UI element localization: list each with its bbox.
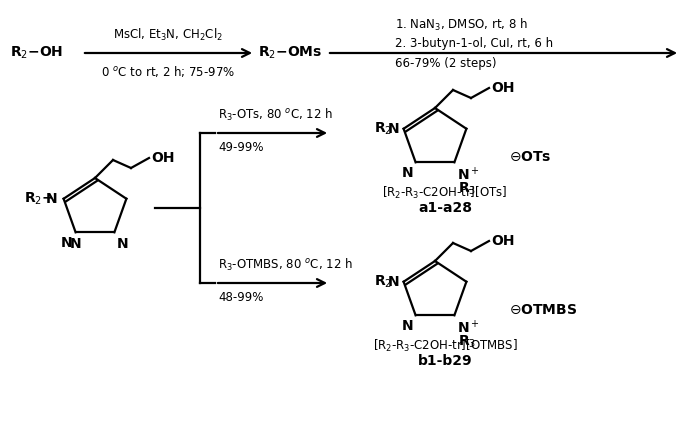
Text: R$_2$: R$_2$ — [373, 274, 392, 290]
Text: 2. 3-butyn-1-ol, CuI, rt, 6 h: 2. 3-butyn-1-ol, CuI, rt, 6 h — [395, 36, 553, 49]
Text: 0 $^o$C to rt, 2 h; 75-97%: 0 $^o$C to rt, 2 h; 75-97% — [101, 63, 235, 79]
Text: N: N — [402, 166, 414, 180]
Text: R$_3$-OTMBS, 80 $^o$C, 12 h: R$_3$-OTMBS, 80 $^o$C, 12 h — [218, 257, 353, 273]
Text: R$_2$−OMs: R$_2$−OMs — [258, 45, 322, 61]
Text: 49-99%: 49-99% — [218, 140, 264, 154]
Text: N: N — [402, 319, 414, 333]
Text: OH: OH — [491, 234, 514, 248]
Text: 48-99%: 48-99% — [218, 291, 263, 303]
Text: b1-b29: b1-b29 — [418, 354, 473, 368]
Text: R$_2$−: R$_2$− — [24, 190, 53, 207]
Text: OH: OH — [491, 81, 514, 95]
Text: N$^+$: N$^+$ — [458, 166, 480, 184]
Text: OH: OH — [151, 151, 175, 165]
Text: N: N — [388, 275, 399, 289]
Text: a1-a28: a1-a28 — [418, 201, 472, 215]
Text: N: N — [46, 192, 58, 206]
Text: N$^+$: N$^+$ — [458, 319, 480, 337]
Text: N: N — [116, 237, 128, 251]
Text: R$_3$: R$_3$ — [458, 180, 477, 197]
Text: MsCl, Et$_3$N, CH$_2$Cl$_2$: MsCl, Et$_3$N, CH$_2$Cl$_2$ — [113, 27, 223, 43]
Text: $\ominus$OTs: $\ominus$OTs — [510, 150, 552, 164]
Text: N: N — [388, 122, 399, 136]
Text: $\ominus$OTMBS: $\ominus$OTMBS — [510, 303, 577, 317]
Text: [R$_2$-R$_3$-C2OH-tr][OTs]: [R$_2$-R$_3$-C2OH-tr][OTs] — [382, 185, 508, 201]
Text: R$_3$: R$_3$ — [458, 333, 477, 350]
Text: R$_2$: R$_2$ — [373, 121, 392, 137]
Text: R$_2$−OH: R$_2$−OH — [10, 45, 63, 61]
Text: 66-79% (2 steps): 66-79% (2 steps) — [395, 57, 497, 69]
Text: N: N — [70, 237, 82, 251]
Text: R$_3$-OTs, 80 $^o$C, 12 h: R$_3$-OTs, 80 $^o$C, 12 h — [218, 107, 333, 123]
Text: N: N — [61, 236, 73, 250]
Text: [R$_2$-R$_3$-C2OH-tr][OTMBS]: [R$_2$-R$_3$-C2OH-tr][OTMBS] — [373, 338, 517, 354]
Text: 1. NaN$_3$, DMSO, rt, 8 h: 1. NaN$_3$, DMSO, rt, 8 h — [395, 17, 528, 33]
